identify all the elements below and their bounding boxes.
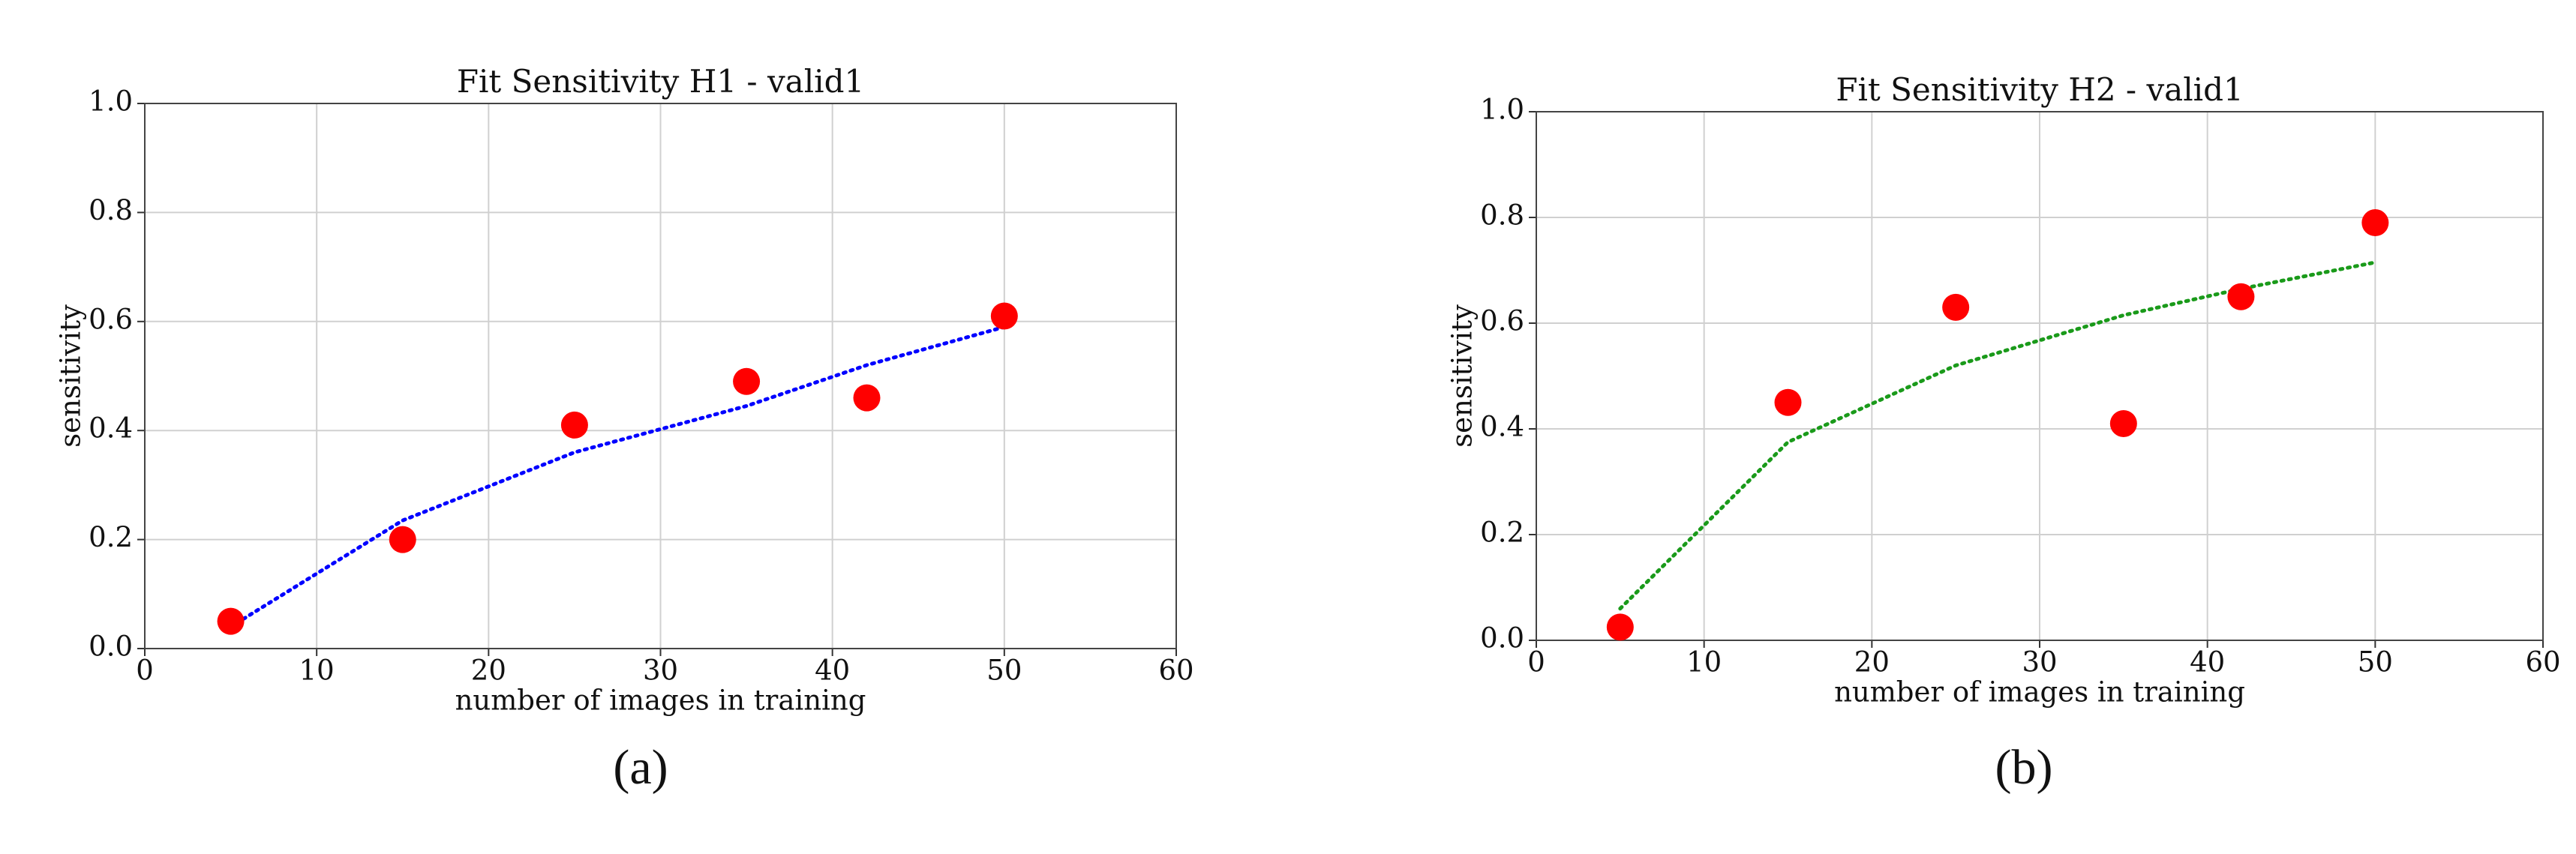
data-point xyxy=(1942,293,1970,321)
y-tick-label: 0.2 xyxy=(89,521,133,553)
x-tick-label: 40 xyxy=(2190,646,2225,679)
x-tick-label: 10 xyxy=(299,655,335,687)
y-tick-label: 1.0 xyxy=(1480,94,1524,126)
x-tick-label: 50 xyxy=(2358,646,2393,679)
data-point xyxy=(2109,409,2137,437)
y-tick-label: 0.0 xyxy=(1480,622,1524,655)
x-tick-label: 0 xyxy=(136,655,154,687)
y-tick-label: 0.2 xyxy=(1480,517,1524,549)
data-point xyxy=(733,367,761,395)
fit-line xyxy=(229,325,1007,629)
y-tick-label: 0.8 xyxy=(1480,199,1524,232)
y-axis-label: sensitivity xyxy=(1446,304,1479,448)
x-tick-label: 20 xyxy=(471,655,506,687)
x-axis-label: number of images in training xyxy=(455,685,866,717)
y-tick-label: 0.4 xyxy=(1480,411,1524,443)
x-tick-label: 40 xyxy=(815,655,850,687)
data-point xyxy=(1774,388,1802,416)
plot-frame xyxy=(144,103,1177,649)
y-tick-label: 1.0 xyxy=(89,85,133,118)
y-tick-label: 0.0 xyxy=(89,631,133,663)
data-point xyxy=(560,411,588,439)
x-tick-label: 0 xyxy=(1527,646,1545,679)
y-axis-label: sensitivity xyxy=(55,304,87,448)
data-point xyxy=(1606,613,1634,641)
fit-line xyxy=(1618,260,2377,611)
y-tick-label: 0.6 xyxy=(1480,305,1524,337)
y-tick-label: 0.8 xyxy=(89,194,133,226)
data-point xyxy=(389,526,416,553)
chart-title: Fit Sensitivity H2 - valid1 xyxy=(1836,71,2243,108)
data-point xyxy=(2361,209,2389,237)
x-tick-label: 30 xyxy=(643,655,678,687)
x-axis-label: number of images in training xyxy=(1834,676,2245,709)
x-tick-label: 20 xyxy=(1854,646,1890,679)
data-point xyxy=(990,302,1018,330)
data-point xyxy=(217,607,245,635)
caption: (b) xyxy=(1995,740,2053,795)
data-point xyxy=(853,384,881,412)
y-tick-label: 0.4 xyxy=(89,412,133,445)
x-tick-label: 60 xyxy=(1158,655,1193,687)
caption: (a) xyxy=(613,740,668,795)
plot-frame xyxy=(1536,111,2544,641)
data-point xyxy=(2227,283,2255,310)
chart-title: Fit Sensitivity H1 - valid1 xyxy=(457,63,864,100)
x-tick-label: 10 xyxy=(1686,646,1722,679)
x-tick-label: 30 xyxy=(2022,646,2057,679)
y-tick-label: 0.6 xyxy=(89,303,133,335)
x-tick-label: 60 xyxy=(2525,646,2560,679)
x-tick-label: 50 xyxy=(986,655,1022,687)
